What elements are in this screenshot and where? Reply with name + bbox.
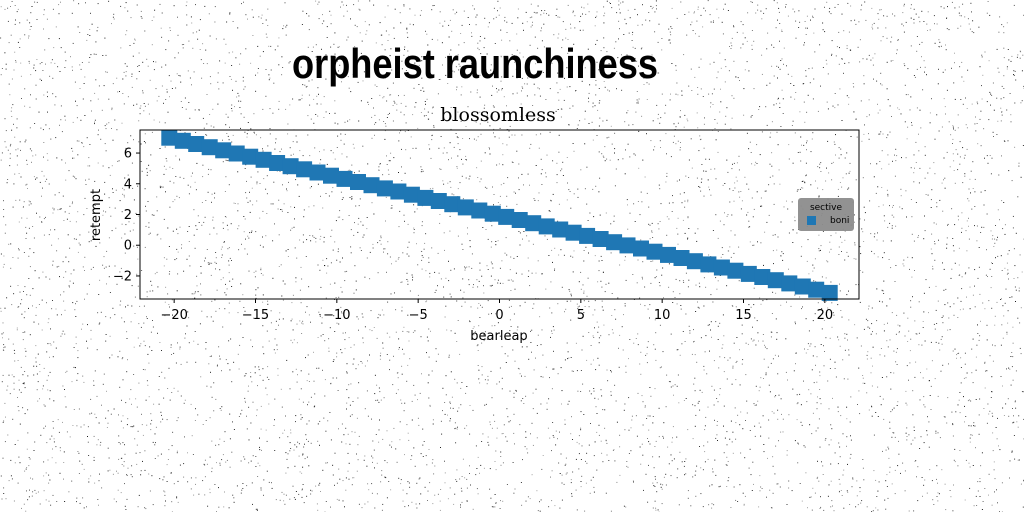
y-axis-ticks: −2 0 2 4 6 [113,147,140,284]
data-point-boni-33 [606,234,623,251]
data-point-boni-34 [619,237,636,254]
data-point-boni-22 [457,199,474,216]
data-point-boni-49 [821,284,838,301]
data-point-boni-24 [484,205,501,222]
data-point-boni-13 [336,170,353,187]
x-tick-label: −15 [242,308,269,323]
x-tick-label: 20 [817,308,834,323]
legend: sective boni [798,198,854,231]
x-tick-label: 15 [735,308,752,323]
data-point-boni-4 [215,142,232,159]
data-point-boni-28 [538,218,555,235]
data-point-boni-30 [565,224,582,241]
data-point-boni-5 [228,145,245,162]
data-point-boni-20 [430,193,447,209]
y-tick-label: −2 [113,269,132,284]
data-point-boni-16 [376,180,393,197]
data-point-boni-42 [727,262,744,279]
data-point-boni-2 [188,136,205,152]
x-tick-label: 0 [495,308,503,323]
data-point-boni-47 [794,278,811,295]
data-point-boni-29 [552,221,569,238]
data-point-boni-15 [363,177,380,194]
data-point-boni-32 [592,231,609,247]
data-point-boni-7 [255,151,272,168]
data-point-boni-10 [296,161,313,178]
data-point-boni-11 [309,164,326,181]
data-point-boni-39 [686,253,703,270]
data-point-boni-31 [579,227,596,244]
y-tick-label: 2 [124,208,132,223]
legend-swatch-boni [807,216,816,225]
data-point-boni-41 [713,259,730,276]
data-point-boni-48 [808,281,825,298]
y-tick-label: 6 [124,147,132,162]
x-tick-label: −10 [323,308,350,323]
legend-entry-boni: boni [830,216,849,226]
data-point-boni-25 [498,208,515,225]
chart-title: blossomless [440,104,555,126]
data-point-boni-36 [646,243,663,260]
data-point-boni-46 [781,275,798,292]
data-point-boni-45 [767,272,784,289]
data-point-boni-38 [673,250,690,266]
data-point-boni-8 [269,155,286,171]
data-point-boni-3 [201,139,218,156]
data-point-boni-27 [525,215,542,232]
y-tick-label: 4 [124,177,132,192]
x-tick-label: 5 [577,308,585,323]
data-point-boni-14 [350,174,366,190]
x-tick-label: −20 [160,308,187,323]
x-axis-ticks: −20 −15 −10 −5 0 5 10 15 20 [160,299,833,323]
data-point-boni-43 [740,265,757,282]
data-point-boni-0 [161,129,178,146]
x-axis-label: bearleap [470,329,527,344]
data-point-boni-40 [700,256,717,273]
data-point-boni-35 [633,240,649,257]
x-tick-label: 10 [654,308,671,323]
data-point-boni-26 [511,212,528,228]
data-point-boni-9 [282,158,299,175]
series-marks [161,129,838,301]
data-point-boni-6 [242,148,259,165]
data-point-boni-18 [403,186,420,203]
data-point-boni-1 [174,132,191,149]
figure-suptitle: orpheist raunchiness [292,40,658,87]
data-point-boni-23 [471,202,488,219]
data-point-boni-12 [323,167,339,184]
y-axis-label: retempt [89,189,104,241]
x-tick-label: −5 [409,308,428,323]
legend-title: sective [810,203,843,213]
data-point-boni-44 [754,269,771,285]
data-point-boni-19 [417,189,434,206]
data-point-boni-37 [660,246,676,263]
data-point-boni-21 [444,196,461,213]
y-tick-label: 0 [124,239,132,254]
data-point-boni-17 [390,183,407,200]
